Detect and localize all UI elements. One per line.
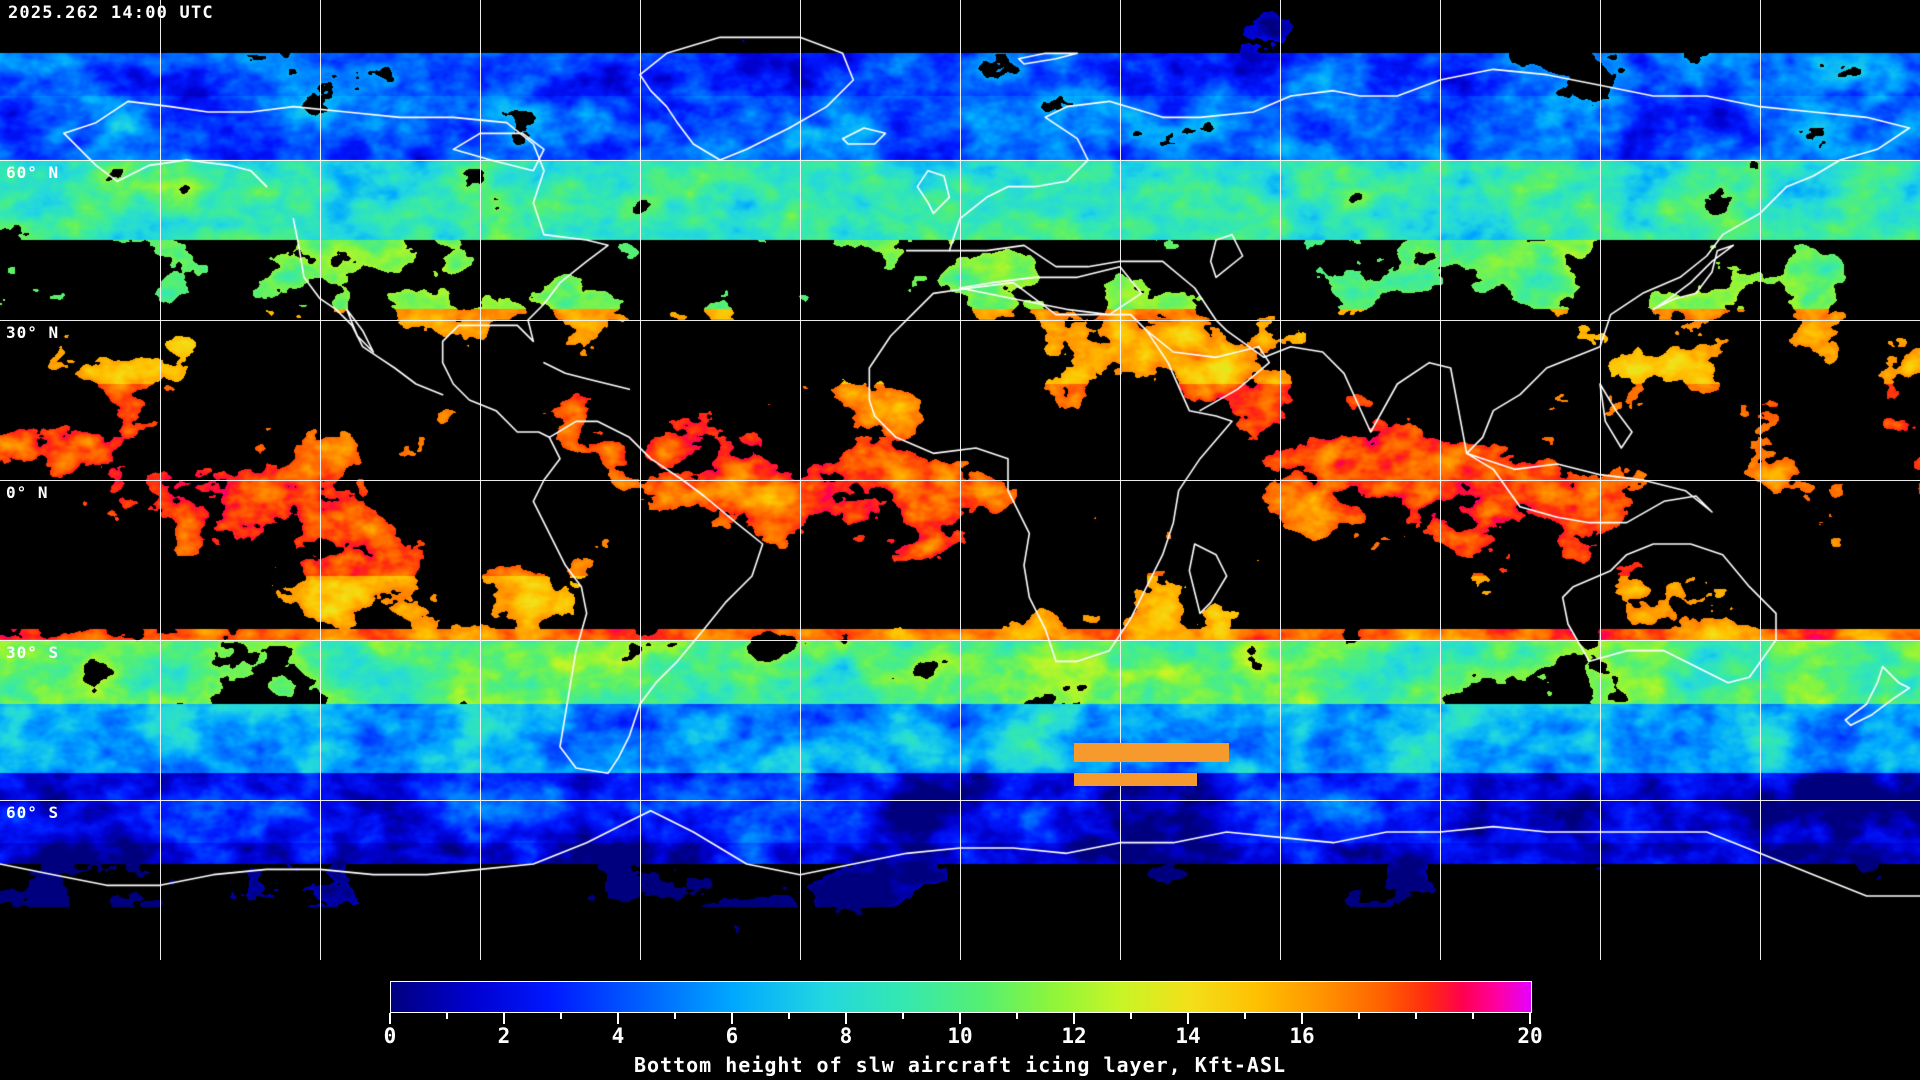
colorbar-tick-label: 12 [1061, 1024, 1087, 1048]
colorbar-major-tick [1187, 1013, 1189, 1024]
colorbar-minor-tick [560, 1013, 562, 1019]
world-map-panel[interactable]: 60° N 30° N 0° N 30° S 60° S 2025.262 14:00 … [0, 0, 1920, 960]
colorbar-major-tick [959, 1013, 961, 1024]
latitude-label: 30° N [6, 323, 60, 342]
colorbar-title: Bottom height of slw aircraft icing laye… [633, 1053, 1287, 1077]
colorbar-tick-label: 8 [839, 1024, 853, 1048]
colorbar-tick-labels: 0 2 4 6 8 10 12 14 16 20 [384, 1024, 1543, 1050]
colorbar-tick-label: 2 [497, 1024, 511, 1048]
colorbar-minor-tick [1016, 1013, 1018, 1019]
colorbar-minor-tick [788, 1013, 790, 1019]
colorbar-minor-tick [1358, 1013, 1360, 1019]
colorbar-major-tick [503, 1013, 505, 1024]
latitude-label: 0° N [6, 483, 49, 502]
colorbar-major-tick [731, 1013, 733, 1024]
gridline-longitude [480, 0, 481, 960]
colorbar-major-tick [845, 1013, 847, 1024]
colorbar-minor-tick [902, 1013, 904, 1019]
colorbar-panel: 0 2 4 6 8 10 12 14 16 20 Bottom height of slw air… [0, 960, 1920, 1080]
colorbar-major-tick [617, 1013, 619, 1024]
timestamp-label: 2025.262 14:00 UTC [8, 3, 214, 23]
colorbar-major-tick [389, 1013, 391, 1024]
gridline-longitude [1760, 0, 1761, 960]
gridline-longitude [800, 0, 801, 960]
colorbar-strip[interactable] [390, 981, 1532, 1013]
colorbar-major-tick [1529, 1013, 1531, 1024]
colorbar-minor-tick [674, 1013, 676, 1019]
colorbar-minor-tick [446, 1013, 448, 1019]
orange-bar-upper [1074, 743, 1229, 762]
colorbar-minor-tick [1244, 1013, 1246, 1019]
colorbar-gradient [391, 982, 1531, 1012]
colorbar-tick-label: 10 [947, 1024, 973, 1048]
gridline-longitude [160, 0, 161, 960]
gridline-longitude [1280, 0, 1281, 960]
gridline-longitude [1120, 0, 1121, 960]
colorbar-minor-tick [1130, 1013, 1132, 1019]
colorbar-tick-label: 16 [1289, 1024, 1315, 1048]
gridline-longitude [640, 0, 641, 960]
colorbar-minor-tick [1415, 1013, 1417, 1019]
colorbar-ticks [389, 1013, 1532, 1025]
colorbar-tick-label: 14 [1175, 1024, 1201, 1048]
colorbar-major-tick [1073, 1013, 1075, 1024]
latitude-label: 60° N [6, 163, 60, 182]
colorbar-tick-label: 0 [383, 1024, 397, 1048]
gridline-longitude [320, 0, 321, 960]
colorbar-minor-tick [1472, 1013, 1474, 1019]
colorbar-major-tick [1301, 1013, 1303, 1024]
orange-bar-lower [1074, 773, 1197, 786]
gridline-longitude [1440, 0, 1441, 960]
gridline-longitude [960, 0, 961, 960]
gridline-longitude [1600, 0, 1601, 960]
latitude-label: 30° S [6, 643, 60, 662]
colorbar-tick-label: 20 [1517, 1024, 1543, 1048]
latitude-label: 60° S [6, 803, 60, 822]
colorbar-tick-label: 4 [611, 1024, 625, 1048]
colorbar-tick-label: 6 [725, 1024, 739, 1048]
